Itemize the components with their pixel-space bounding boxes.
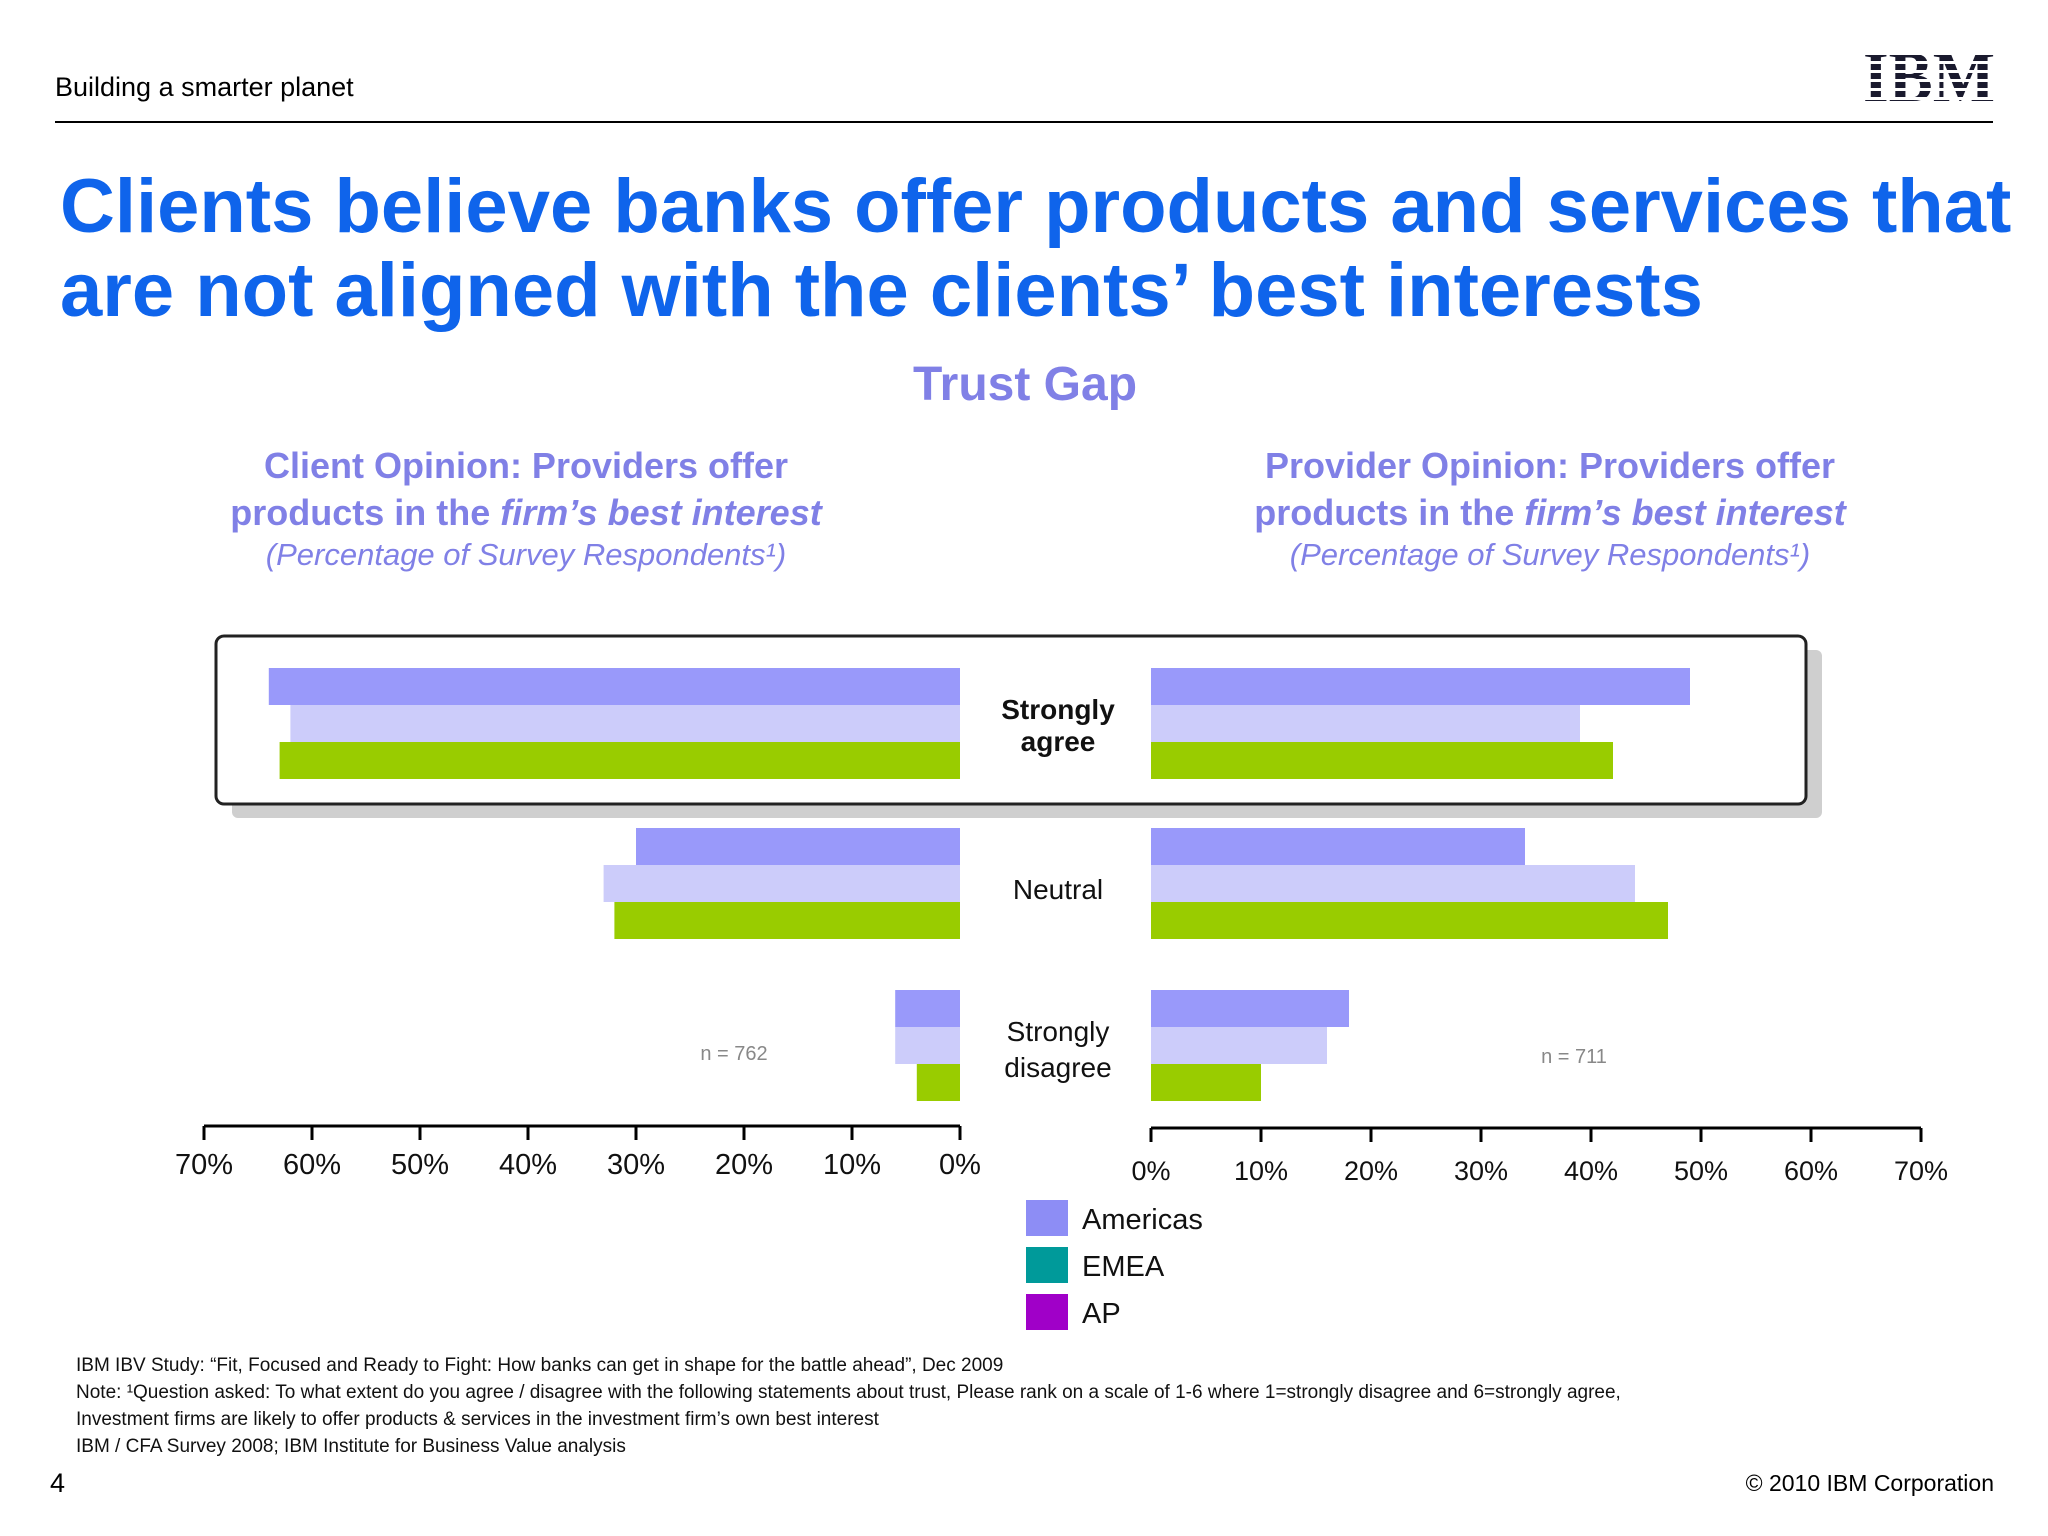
- bar-left-ap-2: [916, 1064, 960, 1101]
- category-label-0a: Strongly: [1001, 694, 1115, 725]
- panel-title-line2-em-right: firm’s best interest: [1524, 492, 1847, 533]
- bar-left-emea-1: [603, 865, 960, 902]
- legend-label-americas: Americas: [1082, 1204, 1203, 1236]
- tick-label-right-30: 30%: [1454, 1156, 1508, 1186]
- legend-swatch-americas: [1026, 1200, 1068, 1236]
- bar-left-ap-0: [279, 742, 961, 779]
- category-label-2b: disagree: [1004, 1052, 1111, 1083]
- n-label-right: n = 711: [1541, 1046, 1607, 1068]
- bar-right-ap-0: [1151, 742, 1613, 779]
- panel-title-left: Client Opinion: Providers offer: [264, 445, 788, 486]
- n-label-left: n = 762: [700, 1043, 767, 1065]
- tick-label-left-30: 30%: [607, 1149, 665, 1181]
- bar-left-ap-1: [614, 902, 960, 939]
- bar-right-americas-2: [1151, 990, 1349, 1027]
- panel-title-line2-left: products in the firm’s best interest: [230, 492, 823, 533]
- footnote-survey: IBM / CFA Survey 2008; IBM Institute for…: [76, 1436, 626, 1457]
- bar-right-americas-0: [1151, 668, 1690, 705]
- bar-right-americas-1: [1151, 828, 1525, 865]
- tagline: Building a smarter planet: [55, 72, 354, 102]
- panel-title-line2-em-left: firm’s best interest: [500, 492, 823, 533]
- header-divider: [55, 121, 1993, 123]
- tick-label-left-10: 10%: [823, 1149, 881, 1181]
- tick-label-right-0: 0%: [1131, 1156, 1170, 1186]
- category-label-0b: agree: [1021, 726, 1096, 757]
- category-label-2a: Strongly: [1007, 1016, 1110, 1047]
- legend-label-emea: EMEA: [1082, 1251, 1165, 1283]
- tick-label-right-60: 60%: [1784, 1156, 1838, 1186]
- panel-subtitle-left: (Percentage of Survey Respondents¹): [266, 537, 786, 572]
- tick-label-left-40: 40%: [499, 1149, 557, 1181]
- panel-title-right: Provider Opinion: Providers offer: [1265, 445, 1835, 486]
- footnote-note-cont: Investment firms are likely to offer pro…: [76, 1409, 879, 1430]
- ibm-logo-text: IBM: [1863, 46, 1995, 104]
- tick-label-left-50: 50%: [391, 1149, 449, 1181]
- tick-label-right-50: 50%: [1674, 1156, 1728, 1186]
- panel-title-line2-pre-right: products in the: [1254, 492, 1524, 533]
- footnotes: IBM IBV Study: “Fit, Focused and Ready t…: [76, 1352, 1976, 1460]
- tick-label-left-0: 0%: [939, 1149, 981, 1181]
- bar-left-americas-2: [895, 990, 960, 1027]
- chart-title: Trust Gap: [913, 358, 1137, 411]
- bar-left-emea-0: [290, 705, 960, 742]
- legend-swatch-emea: [1026, 1247, 1068, 1283]
- bar-right-ap-1: [1151, 902, 1668, 939]
- tick-label-left-70: 70%: [175, 1149, 233, 1181]
- tick-label-right-10: 10%: [1234, 1156, 1288, 1186]
- panel-title-line2-pre-left: products in the: [230, 492, 500, 533]
- footnote-source: IBM IBV Study: “Fit, Focused and Ready t…: [76, 1355, 1004, 1376]
- bar-right-emea-0: [1151, 705, 1580, 742]
- tick-label-right-20: 20%: [1344, 1156, 1398, 1186]
- bar-left-americas-1: [636, 828, 960, 865]
- bar-right-emea-2: [1151, 1027, 1327, 1064]
- slide-title: Clients believe banks offer products and…: [60, 164, 2012, 333]
- panel-title-line2-right: products in the firm’s best interest: [1254, 492, 1847, 533]
- page-number: 4: [50, 1468, 66, 1498]
- legend-label-ap: AP: [1082, 1298, 1121, 1330]
- tick-label-right-40: 40%: [1564, 1156, 1618, 1186]
- bar-left-americas-0: [268, 668, 960, 705]
- bar-right-ap-2: [1151, 1064, 1261, 1101]
- panel-subtitle-right: (Percentage of Survey Respondents¹): [1290, 537, 1810, 572]
- bar-left-emea-2: [895, 1027, 960, 1064]
- copyright: © 2010 IBM Corporation: [1745, 1470, 1994, 1496]
- footnote-note: Note: ¹Question asked: To what extent do…: [76, 1382, 1621, 1403]
- tick-label-left-60: 60%: [283, 1149, 341, 1181]
- legend-swatch-ap: [1026, 1294, 1068, 1330]
- tick-label-left-20: 20%: [715, 1149, 773, 1181]
- category-label-1: Neutral: [1013, 874, 1103, 905]
- tick-label-right-70: 70%: [1894, 1156, 1948, 1186]
- ibm-logo: IBM: [1863, 46, 1995, 104]
- bar-right-emea-1: [1151, 865, 1635, 902]
